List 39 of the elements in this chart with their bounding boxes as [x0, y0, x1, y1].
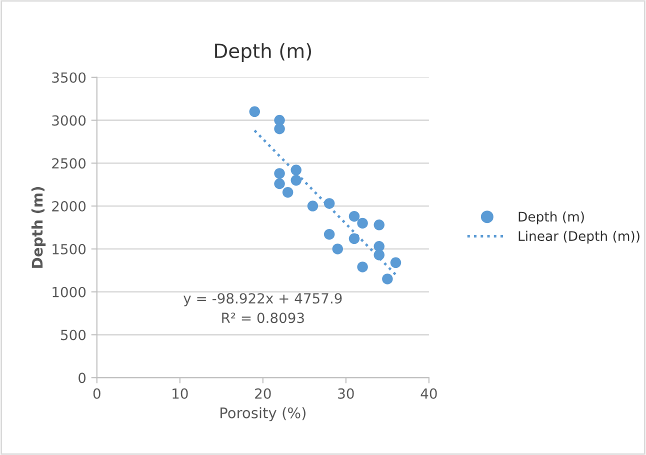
- legend-label: Depth (m): [518, 211, 584, 224]
- annotation: y = -98.922x + 4757.9: [184, 293, 342, 306]
- point: [374, 220, 385, 230]
- x-tick-label: 30: [338, 388, 354, 399]
- point: [357, 218, 368, 229]
- chart-title: Depth (m): [215, 43, 312, 62]
- point: [324, 228, 335, 240]
- y-tick-label: 1500: [52, 244, 86, 254]
- point: [307, 200, 318, 212]
- point: [390, 257, 402, 268]
- y-tick-label: 3500: [52, 72, 86, 83]
- annotation: R² = 0.8093: [222, 312, 304, 324]
- point: [324, 198, 335, 209]
- point: [348, 233, 360, 244]
- point: [274, 123, 285, 134]
- x-tick-label: 20: [255, 388, 271, 399]
- y-tick-label: 2500: [52, 158, 86, 169]
- y-tick-label: 3000: [52, 115, 86, 126]
- point: [290, 164, 302, 176]
- x-tick-label: 0: [93, 388, 100, 399]
- x-tick-label: 10: [172, 388, 188, 399]
- point: [274, 168, 285, 179]
- point: [290, 174, 302, 186]
- y-tick-label: 1000: [52, 286, 86, 298]
- y-tick-label: 0: [78, 372, 86, 384]
- legend-label: Linear (Depth (m)): [518, 230, 640, 244]
- y-axis-title: Depth (m): [31, 187, 46, 268]
- point: [274, 178, 285, 190]
- point: [348, 210, 360, 222]
- point: [382, 274, 393, 284]
- y-tick-label: 500: [61, 330, 86, 340]
- point: [282, 186, 294, 198]
- x-axis-title: Porosity (%): [220, 407, 306, 422]
- point: [332, 244, 344, 254]
- point: [357, 262, 368, 272]
- x-tick-label: 40: [420, 388, 437, 399]
- y-tick-label: 2000: [52, 201, 86, 212]
- point: [374, 250, 385, 260]
- point: [249, 106, 260, 118]
